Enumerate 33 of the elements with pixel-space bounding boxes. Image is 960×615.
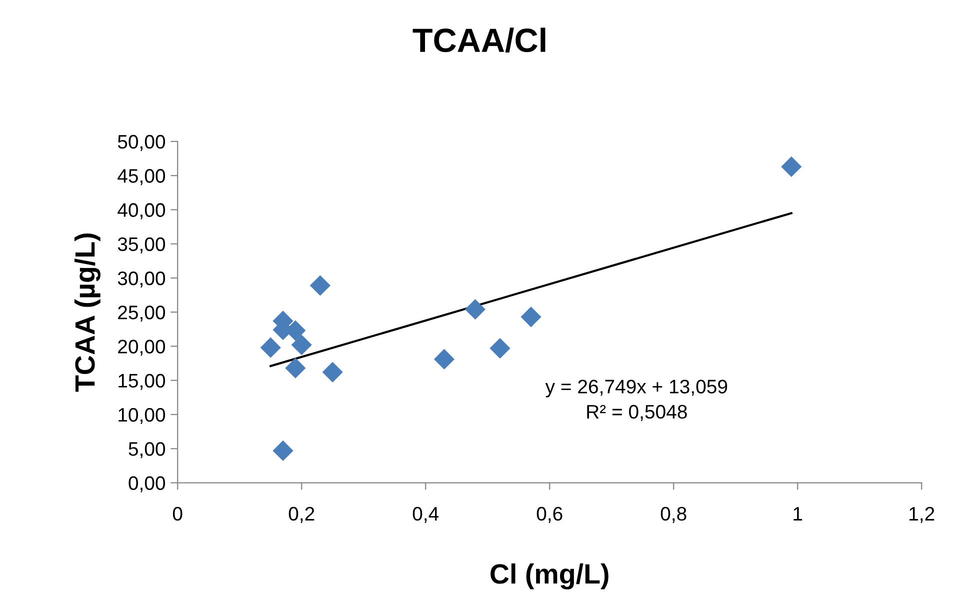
point — [781, 156, 802, 178]
point — [291, 334, 312, 356]
point — [285, 358, 306, 378]
x-tick-label: 1 — [794, 507, 802, 520]
x-tick-label: 0,2 — [288, 506, 314, 523]
y-tick-label: 25,00 — [118, 306, 166, 322]
y-tick-label: 20,00 — [118, 340, 166, 356]
point — [464, 299, 486, 320]
point — [520, 306, 542, 328]
y-tick-label: 10,00 — [118, 408, 166, 424]
y-tick-label: 15,00 — [118, 374, 166, 390]
y-tick-label: 45,00 — [118, 169, 166, 186]
y-tick-label: 5,00 — [128, 442, 166, 458]
y-tick-label: 0,00 — [128, 476, 166, 492]
point — [490, 338, 510, 359]
point — [310, 275, 330, 296]
y-tick-label: 35,00 — [118, 237, 166, 254]
y-axis-title: TCAA (µg/L) — [74, 234, 100, 392]
y-tick-label: 30,00 — [118, 271, 166, 288]
x-tick-label: 0,8 — [660, 506, 686, 523]
point — [322, 362, 343, 382]
point — [434, 348, 454, 370]
x-axis-title: Cl (mg/L) — [490, 563, 608, 590]
x-tick-label: 0,4 — [412, 506, 439, 523]
point — [272, 440, 294, 461]
y-tick-label: 50,00 — [118, 134, 166, 151]
x-tick-label: 1,2 — [910, 506, 934, 523]
point — [260, 337, 281, 358]
x-tick-label: 0 — [172, 506, 182, 521]
x-tick-label: 0,6 — [536, 506, 562, 523]
y-tick-label: 40,00 — [118, 203, 166, 220]
chart-title: TCAA/Cl — [412, 28, 546, 52]
annotation: y = 26,749x + 13,059 R² = 0,5048 — [545, 380, 728, 421]
